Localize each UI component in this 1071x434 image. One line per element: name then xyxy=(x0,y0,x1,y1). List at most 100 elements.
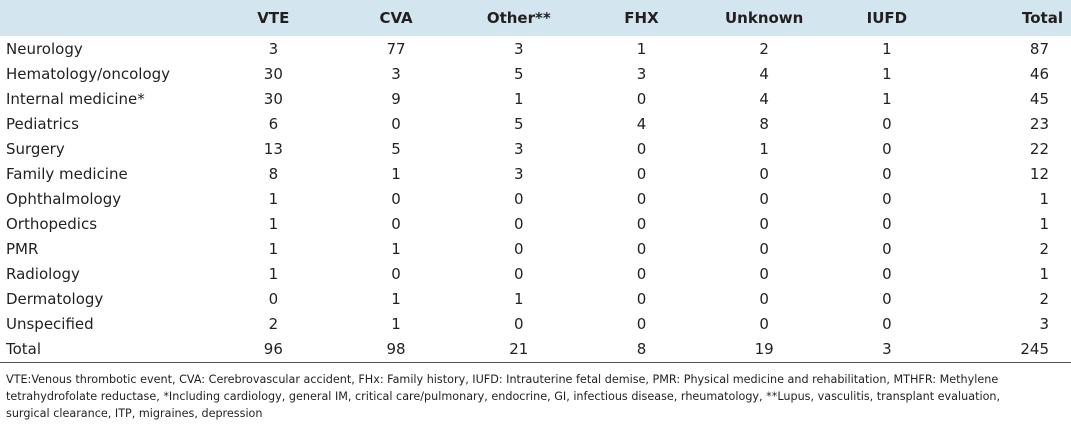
cell-value: 0 xyxy=(636,89,647,108)
cell-value: 0 xyxy=(636,189,647,208)
cell-value: 0 xyxy=(636,239,647,258)
row-label: Radiology xyxy=(6,264,80,283)
cell-value: 0 xyxy=(882,214,892,233)
cell-value: 0 xyxy=(882,239,892,258)
row-label: Surgery xyxy=(6,139,65,158)
cell-value: 2 xyxy=(1039,239,1049,258)
cell-value: 46 xyxy=(1029,64,1049,83)
row-label: Total xyxy=(0,336,212,363)
cell-value: 19 xyxy=(702,336,826,363)
row-label: Family medicine xyxy=(6,164,128,183)
cell-value: 0 xyxy=(513,264,524,283)
cell-value: 0 xyxy=(391,214,401,233)
footnote-line: VTE:Venous thrombotic event, CVA: Cerebr… xyxy=(6,373,999,386)
footnote-line: surgical clearance, ITP, migraines, depr… xyxy=(6,407,263,420)
cell-value: 45 xyxy=(1029,89,1049,108)
cell-value: 2 xyxy=(268,314,279,333)
cell-value: 0 xyxy=(882,164,892,183)
cell-value: 0 xyxy=(513,314,524,333)
table-row: Internal medicine* 30 9 1 0 4 1 45 xyxy=(0,86,1071,111)
cell-value: 0 xyxy=(636,314,647,333)
table-row: Orthopedics 1 0 0 0 0 0 1 xyxy=(0,211,1071,236)
cell-value: 8 xyxy=(268,164,279,183)
cell-value: 0 xyxy=(882,114,892,133)
cell-value: 3 xyxy=(391,64,401,83)
cell-value: 1 xyxy=(268,264,279,283)
cell-value: 3 xyxy=(636,64,647,83)
table-row: PMR 1 1 0 0 0 0 2 xyxy=(0,236,1071,261)
column-header: Total xyxy=(948,0,1071,36)
cell-value: 0 xyxy=(759,164,769,183)
row-label: Hematology/oncology xyxy=(6,64,171,83)
cell-value: 12 xyxy=(1029,164,1049,183)
cell-value: 1 xyxy=(882,64,892,83)
cell-value: 3 xyxy=(825,336,949,363)
cell-value: 3 xyxy=(513,164,524,183)
cell-value: 1 xyxy=(882,39,892,58)
cell-value: 0 xyxy=(759,289,769,308)
cell-value: 0 xyxy=(268,289,279,308)
cell-value: 1 xyxy=(391,239,401,258)
cell-value: 0 xyxy=(636,289,647,308)
cell-value: 3 xyxy=(1039,314,1049,333)
cell-value: 0 xyxy=(882,264,892,283)
cell-value: 4 xyxy=(636,114,647,133)
cell-value: 0 xyxy=(513,214,524,233)
row-label: Ophthalmology xyxy=(6,189,122,208)
cell-value: 1 xyxy=(882,89,892,108)
cell-value: 9 xyxy=(391,89,401,108)
column-header: IUFD xyxy=(825,0,949,36)
row-label: Pediatrics xyxy=(6,114,79,133)
cell-value: 8 xyxy=(580,336,703,363)
table-row: Family medicine 8 1 3 0 0 0 12 xyxy=(0,161,1071,186)
cell-value: 0 xyxy=(513,189,524,208)
column-header: VTE xyxy=(212,0,335,36)
cell-value: 0 xyxy=(391,189,401,208)
cell-value: 245 xyxy=(948,336,1071,363)
cell-value: 3 xyxy=(513,39,524,58)
cell-value: 6 xyxy=(268,114,279,133)
cell-value: 0 xyxy=(882,314,892,333)
cell-value: 1 xyxy=(759,139,769,158)
cell-value: 0 xyxy=(759,314,769,333)
cell-value: 1 xyxy=(513,289,524,308)
column-header: CVA xyxy=(334,0,458,36)
column-header: Unknown xyxy=(702,0,826,36)
cell-value: 5 xyxy=(391,139,401,158)
table-row: Dermatology 0 1 1 0 0 0 2 xyxy=(0,286,1071,311)
cell-value: 23 xyxy=(1029,114,1049,133)
footnote-line: tetrahydrofolate reductase, *Including c… xyxy=(6,390,1001,403)
cell-value: 1 xyxy=(1039,189,1049,208)
cell-value: 1 xyxy=(268,239,279,258)
footnote: VTE:Venous thrombotic event, CVA: Cerebr… xyxy=(0,371,1071,422)
cell-value: 1 xyxy=(268,189,279,208)
cell-value: 0 xyxy=(759,264,769,283)
table-row: Unspecified 2 1 0 0 0 0 3 xyxy=(0,311,1071,336)
cell-value: 5 xyxy=(513,114,524,133)
column-header: Other** xyxy=(457,0,581,36)
cell-value: 0 xyxy=(759,189,769,208)
cell-value: 2 xyxy=(1039,289,1049,308)
cell-value: 4 xyxy=(759,89,769,108)
cell-value: 0 xyxy=(882,289,892,308)
cell-value: 77 xyxy=(386,39,406,58)
cell-value: 1 xyxy=(513,89,524,108)
cell-value: 0 xyxy=(636,164,647,183)
cell-value: 3 xyxy=(513,139,524,158)
header-row: VTE CVA Other** FHX Unknown IUFD Total xyxy=(0,0,1071,36)
row-label: Neurology xyxy=(6,39,83,58)
cell-value: 1 xyxy=(391,164,401,183)
cell-value: 0 xyxy=(513,239,524,258)
cell-value: 98 xyxy=(334,336,458,363)
cell-value: 87 xyxy=(1029,39,1049,58)
table-row: Radiology 1 0 0 0 0 0 1 xyxy=(0,261,1071,286)
row-label: Orthopedics xyxy=(6,214,98,233)
cell-value: 30 xyxy=(263,64,283,83)
cell-value: 4 xyxy=(759,64,769,83)
row-label: Unspecified xyxy=(6,314,94,333)
cell-value: 96 xyxy=(212,336,335,363)
cell-value: 0 xyxy=(391,264,401,283)
cell-value: 0 xyxy=(882,189,892,208)
cell-value: 0 xyxy=(636,139,647,158)
